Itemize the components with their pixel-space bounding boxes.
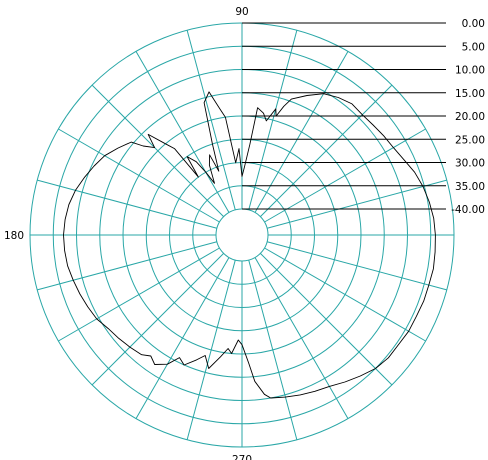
grid-spoke: [91, 253, 224, 386]
grid-spoke: [91, 84, 224, 217]
db-scale-labels: 0.00 5.00 10.00 15.00 20.00 25.00 30.00 35.00 -4…: [451, 18, 485, 216]
grid-spoke: [248, 259, 298, 440]
db-tick-label: 25.00: [455, 134, 485, 146]
pattern-trace-layer: [63, 91, 436, 399]
grid-spoke: [254, 257, 349, 419]
grid-spoke: [186, 30, 236, 211]
grid-spokes: [30, 23, 454, 447]
grid-spoke: [264, 128, 426, 223]
db-tick-label: 15.00: [455, 88, 485, 100]
pattern-trace: [63, 91, 436, 399]
db-tick-label: 20.00: [455, 111, 485, 123]
grid-spoke: [260, 84, 393, 217]
grid-spoke: [135, 51, 230, 213]
grid-spoke: [266, 179, 447, 229]
grid-spoke: [264, 247, 426, 342]
grid-spoke: [37, 241, 218, 291]
grid-spoke: [266, 241, 447, 291]
grid-ring-center: [215, 208, 269, 262]
db-tick-label: 5.00: [462, 41, 485, 53]
grid-spoke: [260, 253, 393, 386]
db-tick-label: 35.00: [455, 181, 485, 193]
grid-spoke: [254, 51, 349, 213]
db-tick-label: 0.00: [462, 18, 485, 30]
angle-label-270: 270: [232, 454, 252, 460]
grid-spoke: [186, 259, 236, 440]
grid-spoke: [58, 128, 220, 223]
angle-labels: 90 180 270: [4, 6, 252, 460]
db-tick-label: 30.00: [455, 158, 485, 170]
db-tick-label: 10.00: [455, 65, 485, 77]
grid-spoke: [58, 247, 220, 342]
grid-spoke: [135, 257, 230, 419]
grid-spoke: [248, 30, 298, 211]
angle-label-180: 180: [4, 230, 24, 242]
grid-spoke: [37, 179, 218, 229]
inner-hub: [215, 208, 269, 262]
angle-label-90: 90: [235, 6, 248, 18]
db-tick-label: -40.00: [451, 204, 485, 216]
